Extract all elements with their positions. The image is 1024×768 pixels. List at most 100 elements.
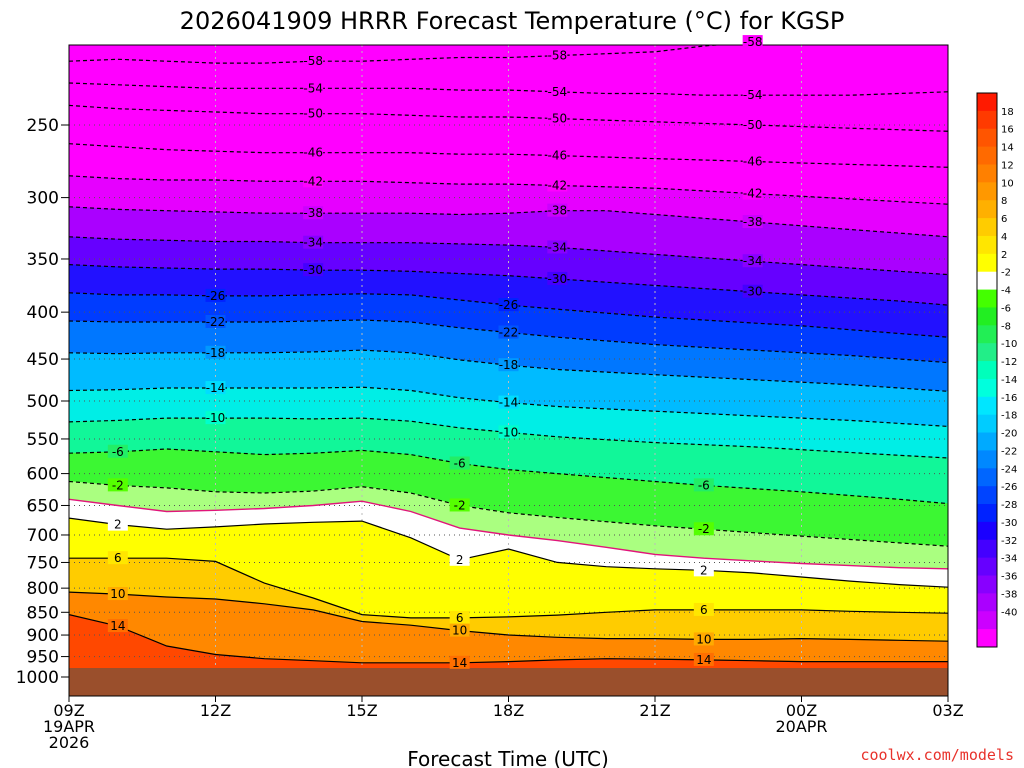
contour-label: -2 <box>112 478 124 492</box>
colorbar-label: -12 <box>1001 357 1017 368</box>
colorbar-swatch <box>977 396 997 416</box>
colorbar-label: 4 <box>1001 232 1007 243</box>
colorbar-label: -6 <box>1001 303 1011 314</box>
contour-label-bg <box>107 551 128 565</box>
contour-label: -6 <box>698 478 710 492</box>
colorbar-swatch <box>977 182 997 201</box>
colorbar-swatch <box>977 200 997 219</box>
y-tick-label: 450 <box>27 350 59 370</box>
contour-label: -14 <box>499 396 519 410</box>
contour-label: 6 <box>114 551 122 565</box>
y-tick-label: 700 <box>27 526 59 546</box>
x-tick-label: 19APR <box>43 717 95 736</box>
colorbar-swatch <box>977 146 997 165</box>
contour-label-bg <box>693 632 714 646</box>
contour-label: -42 <box>303 174 323 188</box>
isotherm-line <box>69 591 948 642</box>
contour-label-bg <box>449 498 470 512</box>
contour-label-bg <box>303 235 324 249</box>
x-tick-label: 18Z <box>493 701 524 720</box>
y-tick-label: 500 <box>27 392 59 412</box>
colorbar-swatch <box>977 575 997 594</box>
contour-label-bg <box>742 154 763 168</box>
contour-label: -38 <box>303 206 323 220</box>
colorbar-label: -40 <box>1001 607 1017 618</box>
contour-label-bg <box>107 587 128 601</box>
contour-label: -30 <box>743 285 763 299</box>
contour-label-bg <box>449 623 470 637</box>
contour-label-bg <box>742 284 763 298</box>
colorbar-label: -14 <box>1001 375 1017 386</box>
colorbar-swatch <box>977 450 997 469</box>
contour-label-bg <box>107 619 128 633</box>
contour-label: -50 <box>743 118 763 132</box>
y-tick-label: 900 <box>27 626 59 646</box>
ground-layer <box>69 668 948 696</box>
x-tick-label: 03Z <box>932 701 963 720</box>
contour-label: 14 <box>452 656 467 670</box>
x-tick-label: 09Z <box>53 701 84 720</box>
contour-label: -2 <box>698 522 710 536</box>
colorbar-label: -24 <box>1001 464 1017 475</box>
colorbar-swatch <box>977 521 997 541</box>
colorbar-label: 2 <box>1001 250 1007 261</box>
contour-label-bg <box>303 174 324 188</box>
contour-label-bg <box>547 178 568 192</box>
contour-label: -6 <box>112 445 124 459</box>
contour-label-bg <box>205 345 226 359</box>
contour-label: 2 <box>456 553 464 567</box>
contour-label: 10 <box>110 587 125 601</box>
colorbar-swatch <box>977 93 997 112</box>
contour-label-bg <box>742 118 763 131</box>
colorbar-swatch <box>977 128 997 148</box>
contour-label-bg <box>693 652 714 666</box>
contour-label: -10 <box>206 411 226 425</box>
colorbar-swatch <box>977 629 997 648</box>
contour-label-bg <box>205 381 226 395</box>
contour-label: -58 <box>743 35 763 49</box>
contour-label: -34 <box>548 240 568 254</box>
contour-label: -10 <box>499 425 519 439</box>
colorbar-label: 6 <box>1001 214 1007 225</box>
contour-label-bg <box>547 48 568 62</box>
contour-label: -54 <box>548 85 568 99</box>
contour-label-bg <box>498 298 519 312</box>
contour-label-bg <box>107 478 128 492</box>
colorbar-label: -10 <box>1001 339 1017 350</box>
colorbar-swatch <box>977 343 997 362</box>
y-tick-label: 250 <box>27 116 59 136</box>
contour-labels: -58 -58 -58 -54 -54 -54 -50 -50 -50 -46 -46 -46 -42 -… <box>107 35 763 670</box>
colorbar-label: 10 <box>1001 178 1014 189</box>
contour-label: 6 <box>700 603 708 617</box>
contour-label-bg <box>303 145 324 159</box>
x-tick-label: 12Z <box>200 701 231 720</box>
contour-label-bg <box>742 186 763 200</box>
colorbar-swatch <box>977 218 997 237</box>
colorbar-label: -32 <box>1001 536 1017 547</box>
contour-label: -22 <box>499 326 519 340</box>
contour-label: -26 <box>499 298 519 312</box>
contour-label-bg <box>303 206 324 220</box>
contour-label-bg <box>742 35 763 49</box>
colorbar-label: 18 <box>1001 107 1014 118</box>
contour-label-bg <box>303 54 324 68</box>
credit-text: coolwx.com/models <box>860 746 1014 764</box>
colorbar-swatch <box>977 486 997 505</box>
contour-label-bg <box>205 314 226 328</box>
contour-label: -38 <box>743 215 763 229</box>
contour-label: -34 <box>743 254 763 268</box>
x-tick-label: 20APR <box>775 717 827 736</box>
contour-label: -58 <box>548 49 568 63</box>
y-tick-label: 1000 <box>16 668 59 688</box>
contour-label-bg <box>498 325 519 339</box>
contour-label-bg <box>449 655 470 669</box>
contour-label: -46 <box>548 149 568 163</box>
colorbar-swatch <box>977 110 997 130</box>
isotherm-line <box>69 517 948 588</box>
colorbar-label: -20 <box>1001 429 1017 440</box>
colorbar-label: -18 <box>1001 411 1017 422</box>
contour-label: -6 <box>454 457 466 471</box>
contour-label-bg <box>449 552 470 566</box>
colorbar-swatch <box>977 325 997 344</box>
